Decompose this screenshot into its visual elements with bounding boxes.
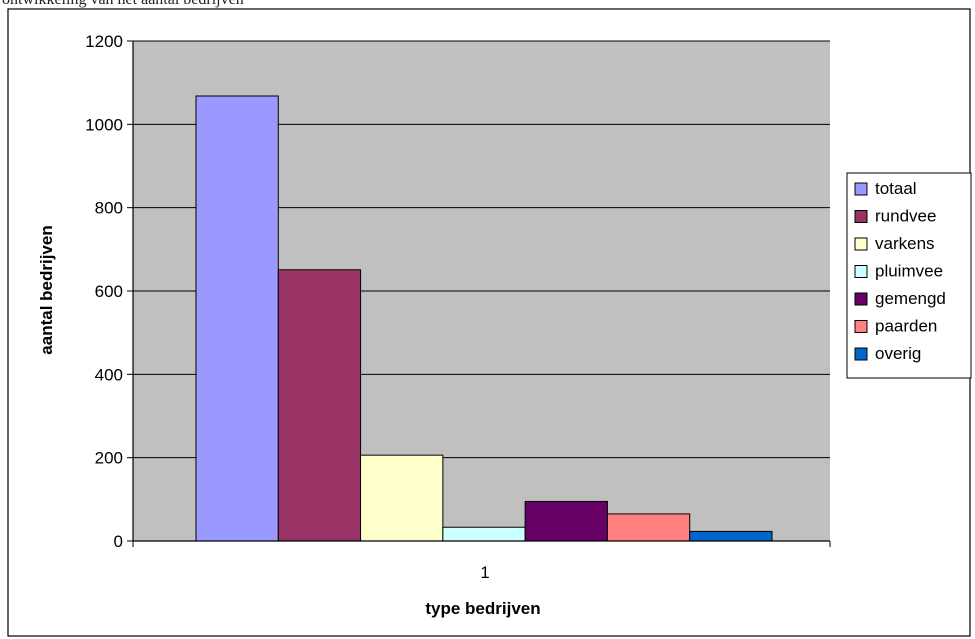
legend-label-totaal: totaal	[875, 179, 917, 198]
legend-swatch-varkens	[854, 237, 868, 251]
legend: totaal rundvee varkens pluimvee gemengd paard…	[846, 172, 972, 379]
y-tick-label: 800	[95, 199, 123, 218]
y-tick-label: 0	[114, 532, 123, 551]
bar-varkens	[360, 454, 444, 542]
bars	[195, 95, 773, 542]
legend-label-paarden: paarden	[875, 317, 937, 336]
legend-label-pluimvee: pluimvee	[875, 262, 943, 281]
legend-box	[846, 172, 972, 379]
y-tick-label: 1200	[85, 32, 123, 51]
legend-swatch-paarden	[854, 320, 868, 333]
bar-paarden	[606, 513, 691, 542]
y-tick-label: 1000	[85, 115, 123, 134]
bar-pluimvee	[442, 526, 526, 542]
legend-swatch-gemengd	[854, 292, 868, 306]
legend-label-rundvee: rundvee	[875, 207, 936, 226]
x-tick-label: 1	[480, 563, 489, 582]
axes	[132, 41, 831, 547]
legend-swatch-rundvee	[854, 210, 868, 223]
y-tick-label: 600	[95, 282, 123, 301]
y-tick-label: 400	[95, 365, 123, 384]
legend-label-overig: overig	[875, 344, 921, 363]
bar-rundvee	[277, 269, 362, 542]
bar-gemengd	[524, 500, 608, 542]
legend-swatch-totaal	[854, 182, 868, 196]
y-tick-label: 200	[95, 449, 123, 468]
x-axis-label: type bedrijven	[425, 599, 540, 618]
y-tick-labels: 0 200 400 600 800 1000 1200	[85, 32, 123, 551]
y-axis-label: aantal bedrijven	[37, 225, 56, 354]
bar-totaal	[195, 95, 279, 542]
legend-swatch-pluimvee	[854, 265, 868, 278]
page-caption-fragment: ontwikkeling van het aantal bedrijven	[2, 0, 244, 9]
bar-overig	[689, 530, 773, 542]
legend-label-varkens: varkens	[875, 234, 935, 253]
legend-label-gemengd: gemengd	[875, 289, 946, 308]
legend-swatch-overig	[854, 347, 868, 361]
